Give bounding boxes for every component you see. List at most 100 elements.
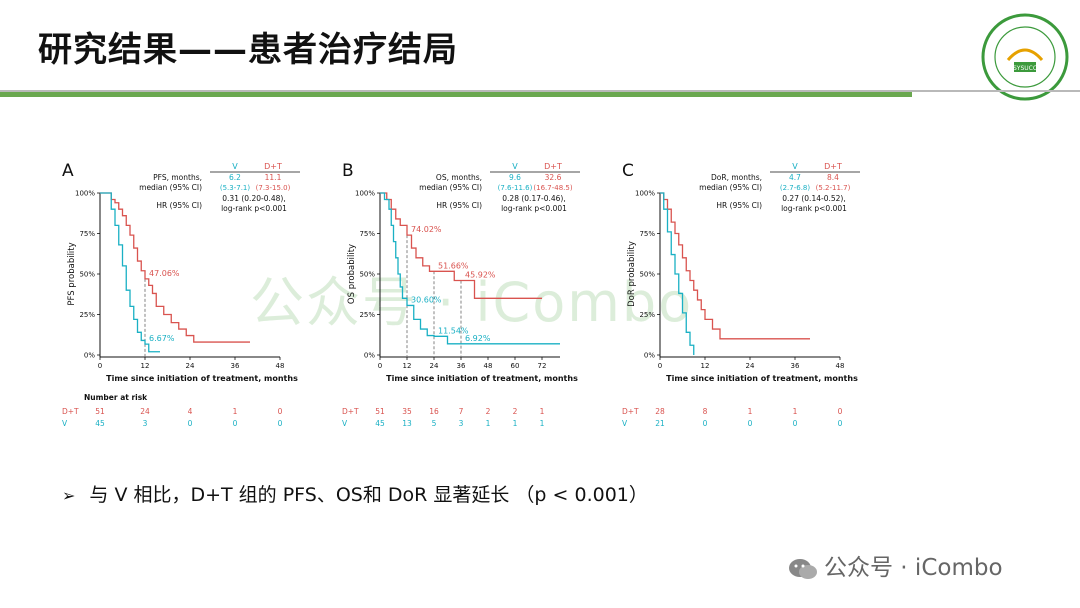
- legend-row-label: median (95% CI): [139, 183, 202, 192]
- wechat-icon: [789, 558, 817, 579]
- bullet-arrow-icon: ➢: [62, 486, 76, 505]
- hospital-logo: SYSUCC: [981, 13, 1069, 101]
- legend-dt-value: 11.1: [265, 173, 282, 182]
- legend-hr-value: 0.31 (0.20-0.48),: [222, 194, 285, 203]
- y-tick-label: 0%: [84, 352, 95, 360]
- y-tick-label: 100%: [355, 190, 375, 198]
- x-tick-label: 60: [511, 362, 520, 370]
- legend-v-ci: (5.3-7.1): [220, 184, 251, 192]
- legend-row-label: OS, months,: [436, 173, 482, 182]
- risk-value: 5: [432, 419, 437, 428]
- chart-panel-dor: C V D+T DoR, months, median (95% CI) 4.7 (2.7-…: [620, 150, 890, 440]
- legend-header-v: V: [512, 162, 518, 171]
- km-curve-v: [100, 192, 160, 353]
- risk-value: 2: [513, 407, 518, 416]
- risk-row-label: V: [62, 419, 68, 428]
- km-curve-dt: [380, 192, 542, 299]
- x-tick-label: 48: [836, 362, 845, 370]
- x-tick-label: 12: [701, 362, 710, 370]
- risk-value: 28: [655, 407, 665, 416]
- survival-annotation: 74.02%: [411, 225, 442, 234]
- y-axis-label: DoR probability: [627, 241, 637, 307]
- y-tick-label: 0%: [644, 352, 655, 360]
- footer-watermark-text: 公众号 · iCombo: [824, 555, 1003, 581]
- risk-value: 45: [375, 419, 385, 428]
- x-tick-label: 24: [430, 362, 439, 370]
- risk-value: 1: [540, 419, 545, 428]
- y-axis-label: OS probability: [347, 244, 357, 304]
- y-tick-label: 100%: [75, 190, 95, 198]
- legend-hr-value: 0.27 (0.14-0.52),: [782, 194, 845, 203]
- x-tick-label: 12: [141, 362, 150, 370]
- conclusion-text: 与 V 相比，D+T 组的 PFS、OS和 DoR 显著延长 （p < 0.00…: [89, 484, 648, 506]
- y-tick-label: 75%: [639, 230, 655, 238]
- legend-dt-ci: (7.3-15.0): [256, 184, 291, 192]
- legend-header-dt: D+T: [544, 162, 562, 171]
- legend-header-dt: D+T: [824, 162, 842, 171]
- survival-annotation: 47.06%: [149, 269, 180, 278]
- x-tick-label: 48: [484, 362, 493, 370]
- risk-table-title: Number at risk: [84, 393, 148, 402]
- risk-row-label: V: [342, 419, 348, 428]
- survival-annotation: 51.66%: [438, 261, 469, 270]
- x-tick-label: 48: [276, 362, 285, 370]
- panel-letter: B: [342, 161, 354, 181]
- survival-annotation: 6.92%: [465, 334, 491, 343]
- y-tick-label: 50%: [359, 271, 375, 279]
- y-tick-label: 75%: [79, 230, 95, 238]
- risk-value: 1: [233, 407, 238, 416]
- panel-letter: C: [622, 161, 634, 181]
- y-tick-label: 50%: [639, 271, 655, 279]
- legend-header-v: V: [792, 162, 798, 171]
- km-curve-v: [660, 192, 695, 355]
- risk-value: 0: [838, 419, 843, 428]
- risk-value: 0: [703, 419, 708, 428]
- risk-value: 13: [402, 419, 412, 428]
- risk-value: 45: [95, 419, 105, 428]
- risk-row-label: D+T: [622, 407, 639, 416]
- risk-value: 2: [486, 407, 491, 416]
- legend-dt-ci: (16.7-48.5): [533, 184, 572, 192]
- legend-dt-ci: (5.2-11.7): [816, 184, 851, 192]
- risk-value: 0: [233, 419, 238, 428]
- x-tick-label: 24: [186, 362, 195, 370]
- risk-value: 0: [748, 419, 753, 428]
- risk-value: 0: [188, 419, 193, 428]
- risk-value: 3: [143, 419, 148, 428]
- risk-value: 21: [655, 419, 665, 428]
- header-rule-green: [0, 92, 912, 97]
- legend-hr-label: HR (95% CI): [156, 201, 202, 210]
- risk-value: 7: [459, 407, 464, 416]
- legend-v-value: 9.6: [509, 173, 521, 182]
- legend-header-dt: D+T: [264, 162, 282, 171]
- x-tick-label: 36: [791, 362, 800, 370]
- legend-logrank: log-rank p<0.001: [221, 204, 287, 213]
- risk-value: 1: [540, 407, 545, 416]
- risk-value: 3: [459, 419, 464, 428]
- x-tick-label: 12: [403, 362, 412, 370]
- x-tick-label: 36: [231, 362, 240, 370]
- footer-watermark: 公众号 · iCombo: [788, 548, 1003, 582]
- chart-panel-os: B V D+T OS, months, median (95% CI) 9.6 (7.6-1…: [340, 150, 610, 440]
- chart-panel-pfs: A V D+T PFS, months, median (95% CI) 6.2 (5.3-…: [60, 150, 330, 440]
- x-tick-label: 36: [457, 362, 466, 370]
- risk-value: 1: [513, 419, 518, 428]
- x-axis-label: Time since initiation of treatment, mont…: [386, 374, 578, 383]
- y-tick-label: 0%: [364, 352, 375, 360]
- km-curve-v: [380, 192, 560, 345]
- x-axis-label: Time since initiation of treatment, mont…: [666, 374, 858, 383]
- y-tick-label: 50%: [79, 271, 95, 279]
- x-tick-label: 0: [98, 362, 102, 370]
- legend-hr-value: 0.28 (0.17-0.46),: [502, 194, 565, 203]
- risk-row-label: D+T: [62, 407, 79, 416]
- legend-hr-label: HR (95% CI): [716, 201, 762, 210]
- legend-row-label: median (95% CI): [699, 183, 762, 192]
- risk-value: 0: [793, 419, 798, 428]
- risk-value: 24: [140, 407, 150, 416]
- legend-v-ci: (7.6-11.6): [498, 184, 533, 192]
- km-curve-dt: [660, 192, 810, 340]
- legend-v-value: 6.2: [229, 173, 241, 182]
- risk-value: 4: [188, 407, 193, 416]
- legend-hr-label: HR (95% CI): [436, 201, 482, 210]
- risk-value: 0: [838, 407, 843, 416]
